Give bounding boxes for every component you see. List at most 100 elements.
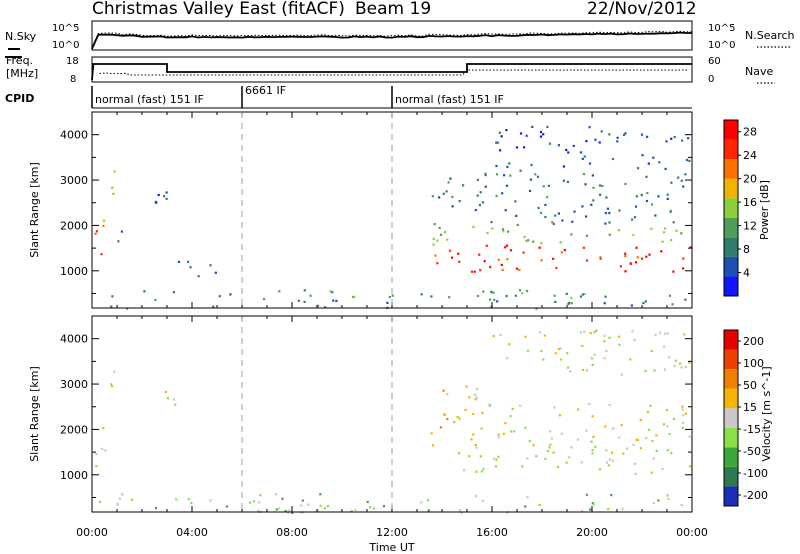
heatmap-cell bbox=[102, 219, 106, 222]
heatmap-cell bbox=[663, 345, 666, 348]
heatmap-cell bbox=[539, 130, 543, 134]
heatmap-cell bbox=[479, 455, 482, 458]
heatmap-cell bbox=[553, 294, 556, 297]
heatmap-cell bbox=[667, 497, 670, 500]
heatmap-cell bbox=[540, 259, 543, 262]
heatmap-cell bbox=[559, 347, 562, 350]
nsky-tick-top: 10^5 bbox=[52, 23, 79, 34]
heatmap-cell bbox=[489, 265, 492, 269]
heatmap-cell bbox=[662, 423, 666, 426]
heatmap-cell bbox=[640, 193, 643, 197]
heatmap-cell bbox=[636, 439, 640, 442]
heatmap-cell bbox=[323, 507, 326, 510]
heatmap-cell bbox=[570, 446, 573, 449]
heatmap-cell bbox=[493, 457, 496, 460]
heatmap-cell bbox=[592, 503, 595, 506]
heatmap-cell bbox=[490, 221, 493, 224]
heatmap-cell bbox=[523, 235, 526, 239]
heatmap-cell bbox=[548, 446, 551, 449]
heatmap-cell bbox=[102, 224, 105, 227]
heatmap-cell bbox=[567, 302, 570, 306]
heatmap-cell bbox=[496, 141, 499, 144]
heatmap-cell bbox=[165, 191, 168, 194]
y-tick-label: 4000 bbox=[60, 129, 88, 142]
heatmap-cell bbox=[287, 511, 290, 514]
x-tick-label: 00:00 bbox=[76, 526, 108, 539]
heatmap-cell bbox=[332, 299, 335, 302]
heatmap-cell bbox=[646, 192, 649, 195]
y-tick-label: 2000 bbox=[60, 219, 88, 232]
heatmap-cell bbox=[480, 427, 483, 430]
heatmap-cell bbox=[600, 130, 603, 133]
colorbar-bin bbox=[724, 139, 738, 160]
heatmap-cell bbox=[209, 499, 212, 502]
heatmap-cell bbox=[669, 209, 673, 212]
heatmap-cell bbox=[427, 509, 430, 512]
heatmap-cell bbox=[225, 505, 228, 508]
heatmap-cell bbox=[566, 366, 570, 369]
heatmap-cell bbox=[479, 269, 482, 272]
freq-panel: Freq. [MHz] 18 8 60 0 Nave bbox=[5, 54, 775, 85]
heatmap-cell bbox=[459, 509, 462, 512]
heatmap-cell bbox=[631, 218, 634, 221]
heatmap-cell bbox=[511, 407, 514, 410]
heatmap-cell bbox=[110, 305, 113, 308]
heatmap-cell bbox=[588, 162, 592, 165]
heatmap-cell bbox=[524, 335, 527, 338]
heatmap-cell bbox=[489, 298, 492, 301]
heatmap-cell bbox=[650, 203, 654, 206]
heatmap-cell bbox=[567, 151, 570, 154]
freq-label: Freq. bbox=[6, 54, 33, 67]
heatmap-cell bbox=[303, 289, 306, 292]
heatmap-cell bbox=[121, 493, 124, 496]
heatmap-cell bbox=[593, 331, 596, 334]
heatmap-cell bbox=[492, 291, 495, 294]
nsky-tick-bottom: 10^0 bbox=[52, 40, 79, 51]
heatmap-cell bbox=[610, 494, 613, 497]
heatmap-cell bbox=[608, 233, 611, 236]
heatmap-cell bbox=[526, 289, 529, 293]
heatmap-cell bbox=[472, 225, 475, 228]
colorbar-bin bbox=[724, 427, 738, 448]
heatmap-cell bbox=[499, 149, 502, 152]
heatmap-cell bbox=[624, 252, 627, 255]
heatmap-cell bbox=[620, 424, 623, 427]
heatmap-cell bbox=[495, 141, 498, 144]
heatmap-cell bbox=[372, 507, 375, 510]
heatmap-cell bbox=[524, 426, 527, 429]
heatmap-cell bbox=[634, 205, 638, 208]
heatmap-cell bbox=[126, 307, 129, 310]
heatmap-cell bbox=[496, 300, 499, 303]
heatmap-cell bbox=[214, 271, 217, 274]
nsearch-tick-bottom: 10^0 bbox=[708, 40, 735, 51]
heatmap-cell bbox=[500, 135, 503, 138]
heatmap-cell bbox=[446, 392, 449, 396]
heatmap-cell bbox=[546, 125, 549, 128]
heatmap-cell bbox=[542, 133, 545, 136]
heatmap-cell bbox=[624, 132, 627, 135]
heatmap-cell bbox=[212, 305, 215, 308]
heatmap-cell bbox=[605, 196, 608, 199]
heatmap-cell bbox=[291, 511, 294, 514]
heatmap-cell bbox=[598, 184, 602, 187]
heatmap-cell bbox=[650, 227, 653, 230]
heatmap-cell bbox=[474, 443, 477, 447]
heatmap-cell bbox=[569, 370, 572, 373]
heatmap-cell bbox=[519, 169, 522, 172]
heatmap-cell bbox=[502, 230, 505, 233]
heatmap-cell bbox=[350, 509, 353, 513]
heatmap-cell bbox=[645, 175, 648, 178]
cpid-segment-label: 6661 IF bbox=[245, 84, 286, 97]
heatmap-cell bbox=[688, 361, 691, 364]
heatmap-cell bbox=[644, 300, 647, 303]
colorbar-bin bbox=[724, 120, 738, 140]
heatmap-cell bbox=[500, 263, 503, 266]
heatmap-cell bbox=[608, 221, 611, 224]
heatmap-cell bbox=[618, 343, 621, 346]
power-colorbar-label: Power [dB] bbox=[758, 180, 771, 240]
heatmap-cell bbox=[525, 239, 528, 242]
heatmap-cell bbox=[650, 349, 653, 352]
heatmap-cell bbox=[632, 233, 635, 236]
freq-unit-label: [MHz] bbox=[6, 67, 38, 80]
heatmap-cell bbox=[544, 457, 547, 460]
